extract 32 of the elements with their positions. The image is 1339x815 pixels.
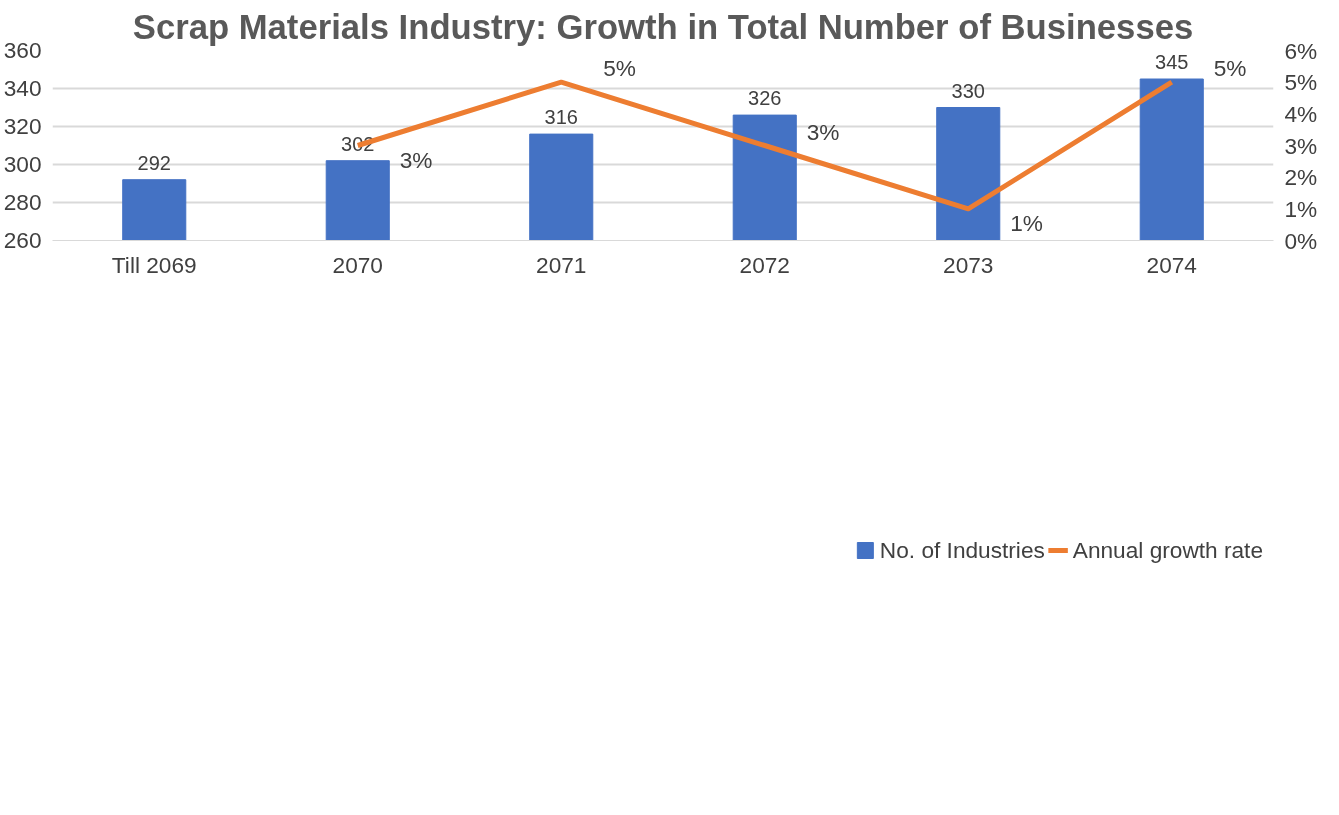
y-tick-label: 360 <box>3 37 42 63</box>
x-tick-label: Till 2069 <box>111 251 197 278</box>
data-label: 330 <box>951 79 985 102</box>
data-label: 326 <box>748 87 782 110</box>
y2-tick-label: 2% <box>1284 164 1318 191</box>
data-label: 345 <box>1155 51 1189 73</box>
data-label: 1% <box>1010 209 1043 236</box>
chart-title: Scrap Materials Industry: Growth in Total Number of Businesses <box>132 7 1194 46</box>
legend-label: No. of Industries <box>879 536 1045 564</box>
y2-tick-label: 6% <box>1284 37 1318 64</box>
x-tick-label: 2071 <box>536 251 587 278</box>
y2-tick-label: 4% <box>1284 100 1318 127</box>
data-label: 292 <box>137 151 171 174</box>
y2-tick-label: 5% <box>1284 69 1318 96</box>
y-tick-label: 320 <box>3 113 42 139</box>
data-label: 5% <box>1213 55 1247 82</box>
data-label: 316 <box>544 106 578 129</box>
y-tick-label: 300 <box>3 151 42 177</box>
y-tick-label: 260 <box>3 227 42 253</box>
data-label: 5% <box>603 55 636 82</box>
legend-label: Annual growth rate <box>1072 536 1263 564</box>
y2-tick-label: 1% <box>1284 195 1318 222</box>
y-tick-label: 340 <box>3 75 42 101</box>
y2-tick-label: 3% <box>1284 132 1318 159</box>
y-tick-label: 280 <box>3 189 42 215</box>
x-tick-label: 2073 <box>943 251 994 278</box>
y2-tick-label: 0% <box>1284 227 1318 254</box>
data-label: 3% <box>806 118 840 145</box>
x-tick-label: 2074 <box>1146 251 1197 278</box>
data-label: 3% <box>399 146 433 173</box>
x-tick-label: 2070 <box>332 251 383 278</box>
x-tick-label: 2072 <box>739 251 790 278</box>
